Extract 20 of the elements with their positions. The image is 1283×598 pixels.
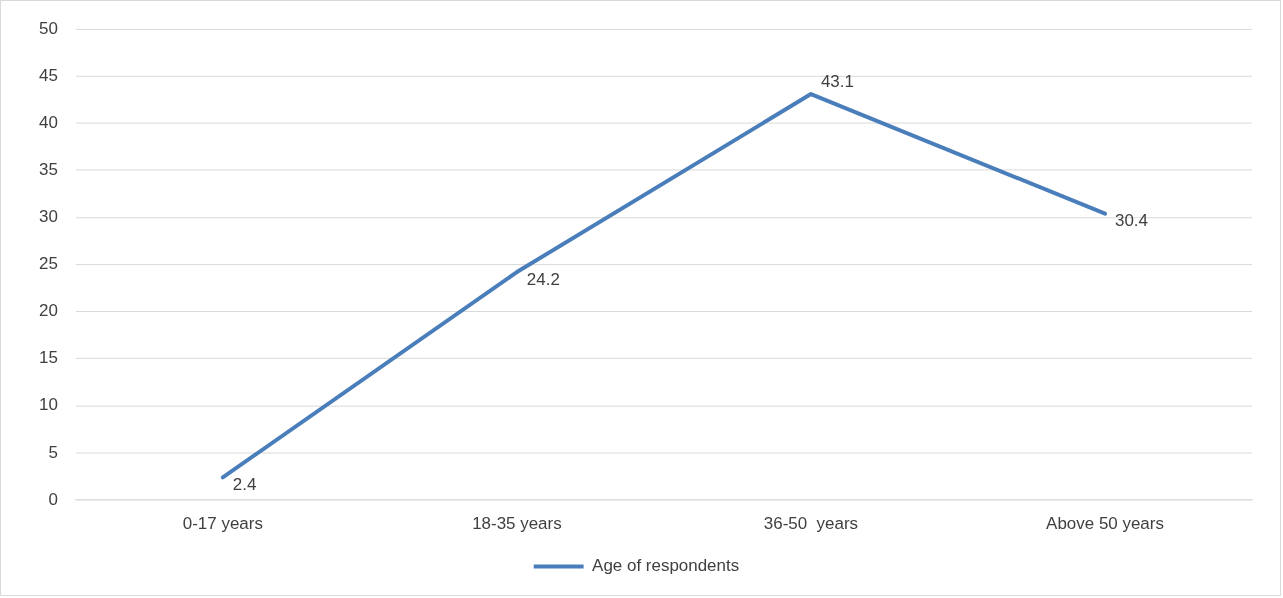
y-tick-label: 45 <box>38 65 58 85</box>
y-tick-label: 30 <box>38 207 58 227</box>
x-tick-label: 18-35 years <box>472 513 562 533</box>
y-tick-label: 35 <box>38 160 58 180</box>
data-label: 43.1 <box>820 71 854 91</box>
legend-label: Age of respondents <box>592 556 740 576</box>
data-label: 24.2 <box>526 269 560 289</box>
y-tick-label: 40 <box>38 112 58 132</box>
y-tick-label: 5 <box>48 442 58 462</box>
y-tick-label: 25 <box>38 254 58 274</box>
y-tick-label: 0 <box>48 489 58 509</box>
y-tick-label: 10 <box>38 395 58 415</box>
x-tick-label: Above 50 years <box>1046 513 1164 533</box>
data-label: 2.4 <box>232 474 257 494</box>
y-tick-label: 50 <box>38 18 58 38</box>
x-tick-label: 36-50 years <box>763 513 859 533</box>
x-tick-label: 0-17 years <box>182 513 263 533</box>
y-tick-label: 15 <box>38 348 58 368</box>
y-tick-label: 20 <box>38 301 58 321</box>
data-label: 30.4 <box>1115 211 1148 231</box>
